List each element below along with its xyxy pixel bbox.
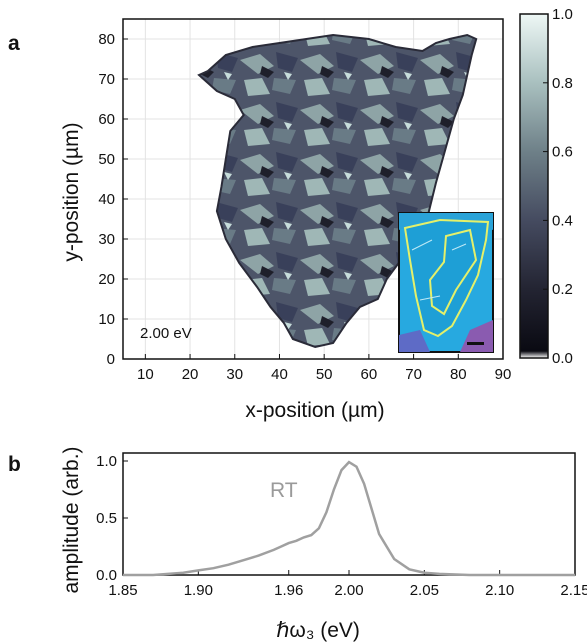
spectrum-y-tick-label: 1.0 <box>96 453 117 470</box>
y-tick-label: 0 <box>107 351 115 368</box>
y-tick-label: 40 <box>98 191 115 208</box>
colorbar: 0.0 0.2 0.4 0.6 0.8 1.0 <box>519 6 573 367</box>
x-tick-label: 60 <box>361 366 378 383</box>
y-tick-label: 70 <box>98 71 115 88</box>
spectrum-y-tick-label: 0.0 <box>96 567 117 584</box>
y-tick-label: 80 <box>98 31 115 48</box>
spectrum-x-tick-label: 2.05 <box>410 582 439 599</box>
spectrum-y-label: amplitude (arb.) <box>60 446 83 593</box>
colorbar-tick-label: 0.2 <box>552 281 573 298</box>
spectrum-x-tick-label: 2.00 <box>334 582 363 599</box>
panel-label-b: b <box>8 453 21 476</box>
x-tick-label: 70 <box>405 366 422 383</box>
series-label-rt: RT <box>270 479 298 502</box>
x-tick-label: 20 <box>182 366 199 383</box>
spectrum-x-label: ℏω₃ (eV) <box>276 619 360 642</box>
spectrum-frame <box>122 452 576 576</box>
panel-label-a: a <box>8 32 20 55</box>
y-tick-label: 10 <box>98 311 115 328</box>
map-frame <box>122 18 504 360</box>
x-tick-label: 10 <box>137 366 154 383</box>
y-tick-label: 60 <box>98 111 115 128</box>
spectrum-x-tick-label: 2.10 <box>485 582 514 599</box>
x-tick-label: 40 <box>271 366 288 383</box>
x-tick-label: 80 <box>450 366 467 383</box>
x-tick-label: 30 <box>226 366 243 383</box>
spectrum-panel: 1.85 1.90 1.96 2.00 2.05 2.10 2.15 0.0 0.5 1.0 RT… <box>60 446 587 642</box>
map-panel: 10 20 30 40 50 60 70 80 90 0 10 20 30 40 50 60 70 80 2.00… <box>60 18 511 422</box>
series-line-rt <box>123 460 575 577</box>
colorbar-tick-label: 1.0 <box>552 6 573 23</box>
y-tick-label: 20 <box>98 271 115 288</box>
colorbar-tick-label: 0.6 <box>552 144 573 161</box>
x-axis-label: x-position (µm) <box>245 399 384 422</box>
x-tick-label: 90 <box>495 366 512 383</box>
y-axis-label: y-position (µm) <box>60 122 83 261</box>
spectrum-x-tick-label: 1.96 <box>274 582 303 599</box>
energy-annotation: 2.00 eV <box>140 325 192 342</box>
spectrum-x-tick-label: 1.85 <box>108 582 137 599</box>
spectrum-x-tick-label: 1.90 <box>184 582 213 599</box>
spectrum-x-tick-label: 2.15 <box>560 582 587 599</box>
y-tick-label: 30 <box>98 231 115 248</box>
y-tick-label: 50 <box>98 151 115 168</box>
spectrum-ticks: 1.85 1.90 1.96 2.00 2.05 2.10 2.15 0.0 0.5 1.0 <box>96 453 587 599</box>
colorbar-tick-label: 0.0 <box>552 350 573 367</box>
x-tick-label: 50 <box>316 366 333 383</box>
inset-micrograph <box>398 212 494 353</box>
spectrum-y-tick-label: 0.5 <box>96 510 117 527</box>
colorbar-tick-label: 0.8 <box>552 75 573 92</box>
colorbar-tick-label: 0.4 <box>552 212 573 229</box>
map-ticks: 10 20 30 40 50 60 70 80 90 0 10 20 30 40 50 60 70 80 <box>98 31 511 383</box>
